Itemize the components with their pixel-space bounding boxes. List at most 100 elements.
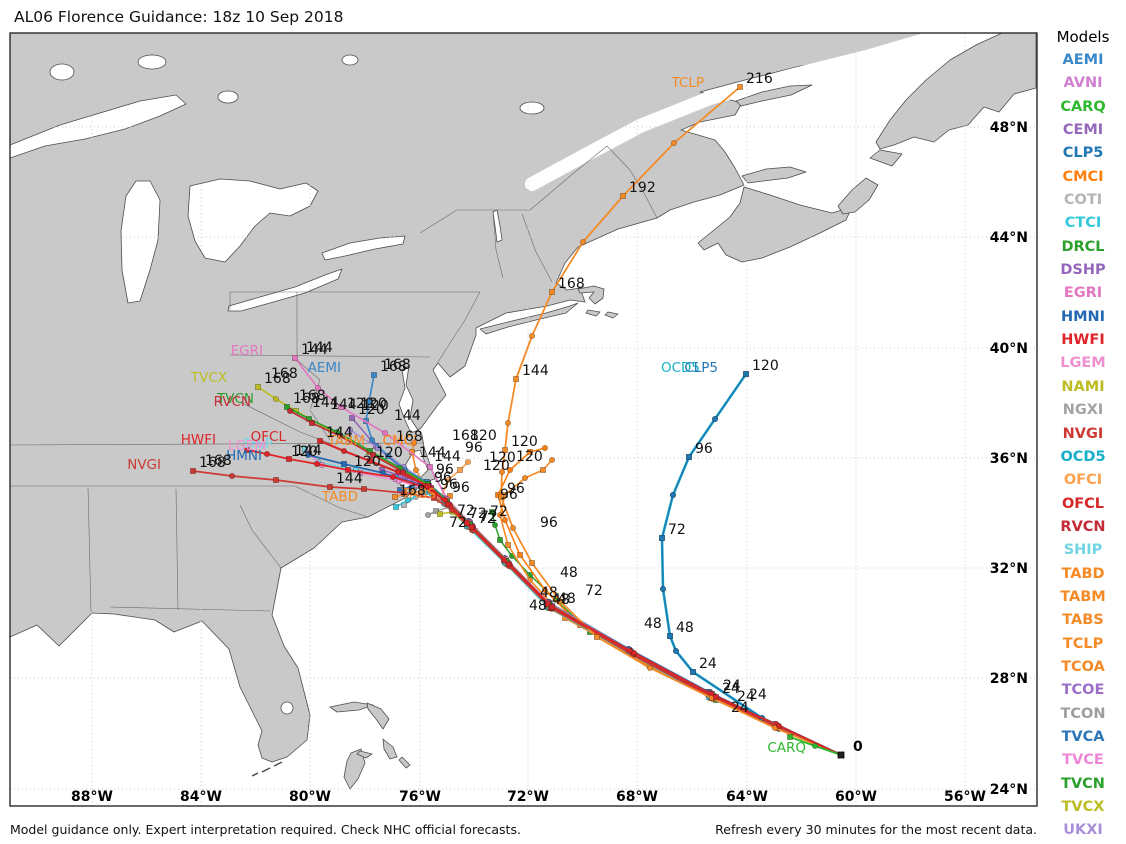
forecast-hour-label: 96 bbox=[507, 481, 525, 497]
legend-item-drcl: DRCL bbox=[1061, 238, 1105, 255]
track-point-cmci bbox=[501, 516, 509, 524]
island-nantucket bbox=[604, 311, 619, 319]
track-point-cmci bbox=[541, 444, 549, 452]
legend-item-aemi: AEMI bbox=[1062, 52, 1104, 68]
track-point-carq bbox=[811, 742, 819, 750]
lake-st-jean bbox=[519, 101, 545, 115]
lake-okeechobee bbox=[280, 701, 294, 715]
track-point-ship bbox=[302, 446, 308, 452]
track-point-cmci bbox=[506, 466, 514, 474]
track-point-cemi bbox=[349, 415, 355, 421]
legend-item-ukxi: UKXI bbox=[1063, 822, 1103, 839]
model-name-label-tabm: TABM bbox=[327, 433, 365, 449]
track-point-nvgi bbox=[400, 489, 408, 497]
track-point-tclp bbox=[620, 193, 626, 199]
lake-erie bbox=[227, 268, 343, 312]
lake-michigan bbox=[120, 180, 161, 304]
track-point-tvcn bbox=[284, 404, 290, 410]
track-point-cmci bbox=[517, 552, 523, 558]
legend-item-tvce: TVCE bbox=[1062, 752, 1104, 769]
track-point-drcl bbox=[497, 537, 503, 543]
track-point-tabm bbox=[410, 439, 418, 447]
track-point-tcoa bbox=[505, 542, 511, 548]
state-border bbox=[419, 209, 458, 234]
start-hour-label: 0 bbox=[853, 739, 863, 755]
forecast-hour-label: 24 bbox=[731, 700, 749, 716]
forecast-hour-label: 120 bbox=[511, 434, 538, 450]
track-point-tvcx bbox=[255, 384, 261, 390]
state-border bbox=[296, 359, 321, 381]
model-name-label-tvcn: TVCN bbox=[216, 391, 254, 407]
forecast-hour-label: 72 bbox=[668, 522, 686, 538]
track-point-ofcl bbox=[630, 649, 638, 657]
track-point-hmni bbox=[304, 451, 312, 459]
track-point-ofcl bbox=[444, 500, 452, 508]
legend-title: Models bbox=[1056, 28, 1110, 46]
track-point-nvgi bbox=[361, 486, 367, 492]
model-name-label-rvcn: RVCN bbox=[214, 394, 251, 410]
legend-item-cmci: CMCI bbox=[1062, 168, 1104, 185]
forecast-hour-label: 96 bbox=[436, 462, 454, 478]
state-border bbox=[229, 354, 431, 358]
track-point-hmni bbox=[341, 461, 347, 467]
island-grand-bahama bbox=[329, 701, 374, 713]
forecast-hour-label: 168 bbox=[396, 429, 423, 445]
forecast-hour-label: 24 bbox=[737, 689, 755, 705]
forecast-hour-label: 120 bbox=[354, 454, 381, 470]
track-point-ofcl bbox=[775, 722, 783, 730]
lake-small-2 bbox=[137, 54, 167, 70]
state-border bbox=[521, 213, 537, 253]
track-point-nami bbox=[437, 511, 443, 517]
state-border bbox=[495, 249, 504, 279]
lon-tick-label: 84°W bbox=[180, 789, 222, 805]
model-name-label-clp5: CLP5 bbox=[684, 360, 718, 376]
forecast-hour-label: 72 bbox=[469, 506, 487, 522]
state-border bbox=[251, 529, 282, 569]
legend-item-hmni: HMNI bbox=[1060, 308, 1106, 325]
model-name-label-ofcl: OFCL bbox=[251, 429, 287, 445]
forecast-hour-label: 24 bbox=[723, 678, 741, 694]
legend-item-tabs: TABS bbox=[1062, 612, 1104, 629]
model-name-label-tvcx: TVCX bbox=[190, 370, 227, 386]
track-point-nvgi bbox=[273, 477, 279, 483]
track-point-clp5 bbox=[659, 585, 667, 593]
legend-item-ship: SHIP bbox=[1063, 542, 1103, 559]
lat-tick-label: 44°N bbox=[990, 230, 1028, 246]
track-point-egri bbox=[427, 464, 433, 470]
track-point-egri bbox=[338, 404, 344, 410]
forecast-hour-label: 168 bbox=[399, 483, 426, 499]
forecast-hour-label: 72 bbox=[490, 504, 508, 520]
lat-tick-label: 48°N bbox=[990, 120, 1028, 136]
land-cape-cod bbox=[577, 285, 605, 305]
track-point-ofcl bbox=[340, 447, 348, 455]
forecast-hour-label: 120 bbox=[483, 458, 510, 474]
track-point-tclp bbox=[549, 289, 555, 295]
model-name-label-ship: SHIP bbox=[242, 436, 273, 452]
lon-tick-label: 72°W bbox=[507, 789, 549, 805]
model-name-label-carq: CARQ bbox=[767, 740, 806, 756]
track-point-tvcx bbox=[272, 395, 280, 403]
track-point-clp5 bbox=[743, 371, 749, 377]
forecast-hour-label: 24 bbox=[749, 687, 767, 703]
track-point-clp5 bbox=[659, 535, 665, 541]
model-name-label-tclp: TCLP bbox=[670, 75, 704, 91]
axis-tick-labels: 88°W 84°W 80°W 76°W 72°W 68°W 64°W 60°W 56°W 48°N… bbox=[71, 120, 1028, 805]
forecast-hour-label: 48 bbox=[558, 591, 576, 607]
state-border bbox=[294, 485, 341, 509]
track-point-ofcl bbox=[549, 604, 555, 610]
forecast-hour-label: 96 bbox=[540, 515, 558, 531]
forecast-hour-label: 216 bbox=[746, 71, 773, 87]
track-point-nvgi bbox=[228, 472, 236, 480]
lake-ontario bbox=[321, 235, 406, 261]
track-point-hwfi bbox=[244, 447, 250, 453]
legend-item-ofci: OFCI bbox=[1063, 472, 1103, 489]
track-point-egri bbox=[292, 355, 298, 361]
track-point-clp5 bbox=[711, 415, 719, 423]
forecast-hour-label: 144 bbox=[326, 425, 353, 441]
forecast-hour-label: 168 bbox=[293, 391, 320, 407]
legend-item-dshp: DSHP bbox=[1060, 262, 1106, 279]
hour-labels-layer: CMCITABDTABMTABS120SHIPLGEMHMNI168AEMI14… bbox=[127, 71, 863, 756]
state-border bbox=[529, 171, 576, 211]
track-point-tabs bbox=[447, 493, 453, 499]
